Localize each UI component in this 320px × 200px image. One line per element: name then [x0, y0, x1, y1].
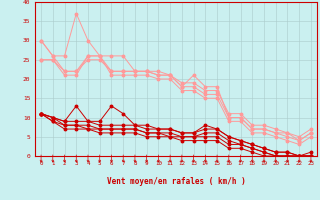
X-axis label: Vent moyen/en rafales ( km/h ): Vent moyen/en rafales ( km/h ): [107, 177, 245, 186]
